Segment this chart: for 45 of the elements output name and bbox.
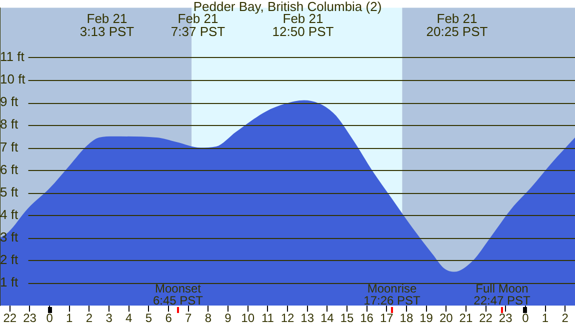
y-tick-label: 2 ft <box>0 252 18 268</box>
x-tick-label: 0 <box>46 311 54 326</box>
x-tick-label: 15 <box>340 311 354 326</box>
y-tick-label: 4 ft <box>0 206 18 222</box>
x-tick-label: 18 <box>400 311 414 326</box>
annotation: Full Moon 22:47 PST <box>474 281 532 308</box>
x-tick-label: 6 <box>165 311 172 326</box>
y-tick-label: 7 ft <box>0 139 18 154</box>
x-tick-label: 9 <box>224 311 232 326</box>
x-tick-label: 4 <box>126 311 133 326</box>
x-tick-label: 12 <box>280 311 294 326</box>
x-tick-label: 10 <box>241 311 255 326</box>
x-tick-label: 14 <box>320 311 334 326</box>
x-tick-label: 7 <box>185 311 192 326</box>
annotation: Moonrise 17:26 PST <box>364 281 422 308</box>
x-tick-label: 5 <box>145 311 152 326</box>
y-tick-label: 9 ft <box>0 94 18 110</box>
x-tick-label: 1 <box>542 311 549 326</box>
x-tick-label: 1 <box>66 311 74 326</box>
x-tick-label: 13 <box>300 311 314 326</box>
x-tick-label: 20 <box>439 311 454 326</box>
x-tick-label: 23 <box>23 311 37 326</box>
x-tick-label: 22 <box>3 311 17 326</box>
x-tick-label: 17 <box>380 311 394 326</box>
annotation: Feb 21 3:13 PST <box>80 11 134 40</box>
x-tick-label: 19 <box>420 311 434 326</box>
x-tick-label: 16 <box>360 311 374 326</box>
x-tick-label: 0 <box>522 311 530 326</box>
y-tick-label: 6 ft <box>0 162 18 177</box>
x-tick-label: 21 <box>459 311 473 326</box>
x-tick-label: 23 <box>498 311 513 326</box>
y-tick-label: 11 ft <box>0 49 25 64</box>
y-tick-label: 5 ft <box>0 184 18 200</box>
annotation: Moonset 6:45 PST <box>152 281 204 308</box>
x-tick-label: 8 <box>204 311 212 326</box>
annotation: Feb 21 20:25 PST <box>426 11 488 40</box>
x-tick-label: 3 <box>106 311 113 326</box>
y-tick-label: 8 ft <box>0 116 18 132</box>
y-tick-label: 1 ft <box>0 274 18 290</box>
y-tick-label: 3 ft <box>0 229 18 244</box>
x-tick-label: 11 <box>261 311 274 326</box>
x-tick-label: 2 <box>86 311 93 326</box>
x-tick-label: 2 <box>562 311 569 326</box>
x-tick-label: 22 <box>479 311 493 326</box>
y-tick-label: 10 ft <box>0 72 26 87</box>
